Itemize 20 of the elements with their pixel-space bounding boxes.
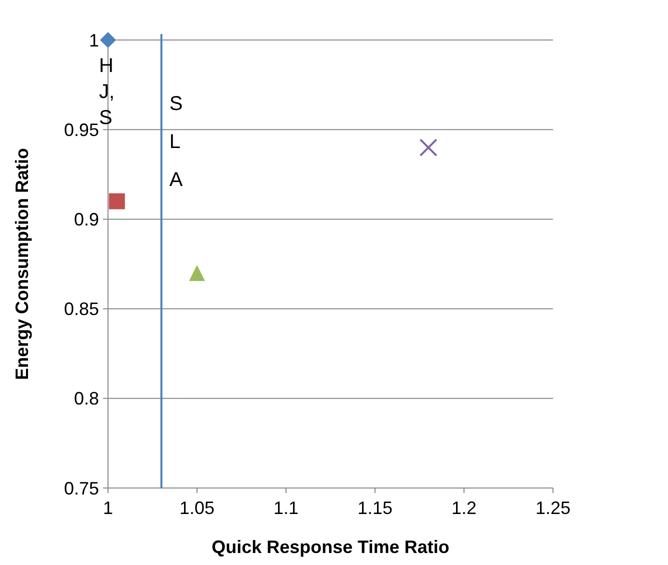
y-tick-label: 1 — [88, 30, 99, 50]
y-axis-title: Energy Consumption Ratio — [12, 148, 32, 380]
x-tick-label: 1.25 — [535, 498, 571, 518]
y-tick-label: 0.8 — [74, 388, 99, 409]
y-tick-label: 0.95 — [64, 120, 99, 140]
x-axis-title: Quick Response Time Ratio — [212, 537, 450, 557]
x-tick-label: 1.1 — [273, 498, 299, 518]
x-tick-label: 1 — [102, 498, 114, 518]
x-tick-label: 1.2 — [451, 498, 477, 518]
annotation: HJ,S — [99, 55, 115, 129]
y-tick-label: 0.85 — [64, 299, 99, 320]
y-tick-label: 0.75 — [64, 478, 99, 498]
x-tick-label: 1.15 — [357, 498, 393, 518]
point — [419, 138, 438, 157]
y-tick-label: 0.9 — [74, 210, 99, 230]
point — [100, 32, 116, 48]
ref-line-label: SLA — [169, 93, 184, 191]
x-tick-label: 1.05 — [179, 498, 215, 518]
point — [108, 193, 125, 210]
point — [189, 264, 205, 281]
